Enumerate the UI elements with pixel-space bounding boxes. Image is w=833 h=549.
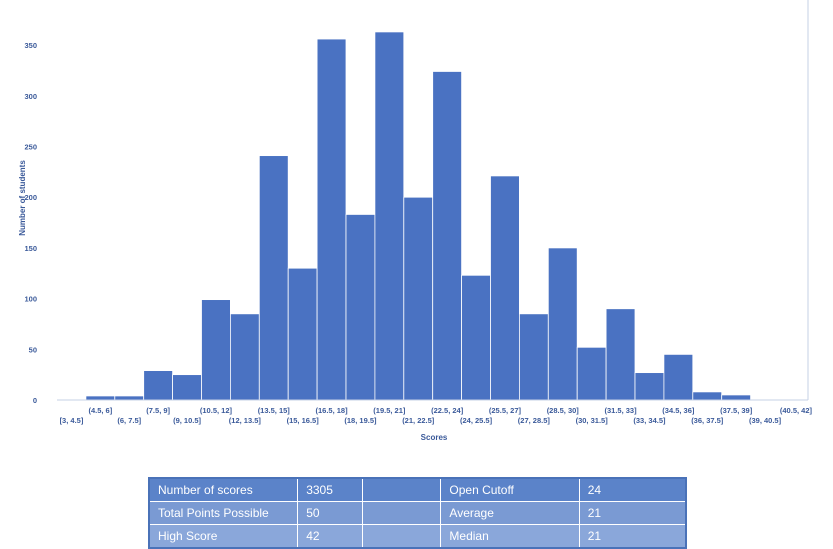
y-tick-label: 150	[24, 244, 37, 253]
histogram-bar	[634, 372, 665, 401]
histogram-bar	[287, 267, 318, 401]
y-tick-label: 50	[29, 345, 37, 354]
histogram-bar	[432, 71, 463, 401]
histogram-bar	[403, 196, 434, 401]
x-tick-label: (31.5, 33]	[604, 406, 637, 415]
x-tick-label: (13.5, 15]	[258, 406, 291, 415]
stats-row: Number of scores 3305 Open Cutoff 24	[148, 477, 687, 502]
histogram-bar	[345, 214, 376, 401]
x-tick-label: (7.5, 9]	[146, 406, 170, 415]
stats-cell: Median	[440, 524, 580, 549]
x-tick-label: (22.5, 24]	[431, 406, 464, 415]
histogram-bar	[229, 313, 260, 401]
histogram-bar	[605, 308, 636, 401]
x-tick-label: (40.5, 42]	[780, 406, 813, 415]
histogram-bar	[258, 155, 289, 401]
stats-cell: Open Cutoff	[440, 477, 580, 502]
x-tick-label: (9, 10.5]	[173, 416, 201, 425]
histogram-bar	[114, 395, 145, 401]
y-tick-label: 0	[33, 396, 37, 405]
stats-cell: Average	[440, 501, 580, 525]
y-tick-label: 100	[24, 295, 37, 304]
x-tick-label: (39, 40.5]	[749, 416, 782, 425]
stats-cell: 3305	[297, 477, 363, 502]
stats-cell	[361, 477, 442, 502]
x-tick-label: (19.5, 21]	[373, 406, 406, 415]
stats-cell: 21	[578, 524, 687, 549]
x-tick-label: (12, 13.5]	[229, 416, 262, 425]
histogram-bar	[143, 370, 173, 401]
y-tick-label: 350	[24, 41, 37, 50]
histogram-bar	[461, 274, 491, 401]
x-tick-label: (4.5, 6]	[88, 406, 112, 415]
histogram-bar	[519, 313, 549, 401]
stats-cell	[361, 524, 442, 549]
score-statistics-table: Number of scores 3305 Open Cutoff 24 Total P…	[148, 477, 687, 549]
histogram-bar	[316, 38, 347, 401]
stats-cell: 42	[297, 524, 363, 549]
x-tick-label: (28.5, 30]	[547, 406, 580, 415]
histogram-bar	[576, 346, 607, 401]
x-tick-label: (6, 7.5]	[117, 416, 141, 425]
stats-cell: High Score	[148, 524, 299, 549]
x-tick-label: (10.5, 12]	[200, 406, 233, 415]
x-tick-label: (16.5, 18]	[315, 406, 348, 415]
stats-cell: 50	[297, 501, 363, 525]
x-tick-label: (15, 16.5]	[287, 416, 320, 425]
x-tick-label: (37.5, 39]	[720, 406, 753, 415]
y-tick-label: 300	[24, 92, 37, 101]
stats-row: High Score 42 Median 21	[148, 524, 687, 549]
histogram-bar	[547, 247, 578, 401]
histogram-bar	[201, 299, 231, 401]
stats-cell	[361, 501, 442, 525]
histogram-bar	[374, 31, 405, 401]
histogram-bar	[663, 353, 694, 401]
stats-cell: Number of scores	[148, 477, 299, 502]
stats-cell: 24	[578, 477, 687, 502]
stats-cell: 21	[578, 501, 687, 525]
x-tick-label: (25.5, 27]	[489, 406, 522, 415]
x-tick-label: (24, 25.5]	[460, 416, 493, 425]
x-tick-label: (21, 22.5]	[402, 416, 435, 425]
stats-row: Total Points Possible 50 Average 21	[148, 501, 687, 525]
histogram-bar	[172, 374, 202, 401]
x-tick-label: (30, 31.5]	[576, 416, 609, 425]
x-axis-label: Scores	[421, 433, 448, 442]
x-tick-label: (27, 28.5]	[518, 416, 551, 425]
histogram-bar	[721, 394, 752, 401]
histogram-bar	[490, 175, 520, 401]
histogram-bar	[85, 395, 116, 401]
x-tick-label: (18, 19.5]	[344, 416, 377, 425]
x-tick-label: (33, 34.5]	[633, 416, 666, 425]
y-axis-label: Number of students	[18, 160, 27, 236]
stats-cell: Total Points Possible	[148, 501, 299, 525]
x-tick-label: (34.5, 36]	[662, 406, 695, 415]
y-tick-label: 250	[24, 143, 37, 152]
histogram-chart: 0 50 100 150 200 250 300 350 [3, 4.5] (4.5, 6] (6…	[18, 0, 813, 442]
x-tick-label: (36, 37.5]	[691, 416, 724, 425]
x-tick-label: [3, 4.5]	[60, 416, 84, 425]
y-tick-label: 200	[24, 193, 37, 202]
histogram-bar	[692, 391, 723, 401]
